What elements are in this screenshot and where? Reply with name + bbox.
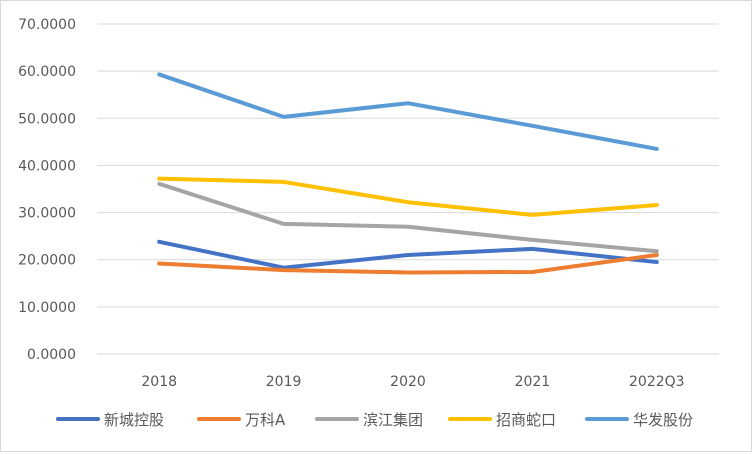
- legend-label-0: 新城控股: [104, 411, 164, 429]
- legend-label-1: 万科A: [245, 411, 286, 429]
- x-tick-label: 2019: [266, 374, 302, 390]
- legend-label-3: 招商蛇口: [496, 411, 556, 429]
- series-line-3: [157, 176, 659, 217]
- gridlines: [97, 23, 719, 355]
- series-line-1: [157, 253, 659, 275]
- y-tick-label: 50.0000: [18, 111, 76, 127]
- series-lines: [157, 72, 659, 275]
- x-tick-label: 2018: [141, 374, 177, 390]
- legend: 新城控股 万科A 滨江集团 招商蛇口 华发股份: [56, 411, 693, 429]
- y-tick-label: 70.0000: [18, 17, 76, 33]
- series-line-0: [157, 239, 659, 270]
- x-axis-ticks: 2018 2019 2020 2021 2022Q3: [141, 374, 684, 390]
- legend-label-2: 滨江集团: [363, 411, 423, 429]
- y-tick-label: 0.0000: [27, 347, 76, 363]
- y-tick-label: 20.0000: [18, 253, 76, 269]
- y-axis-ticks: 0.0000 10.0000 20.0000 30.0000 40.0000 50.000…: [18, 17, 76, 363]
- y-tick-label: 40.0000: [18, 158, 76, 174]
- x-tick-label: 2021: [515, 374, 551, 390]
- series-line-4: [157, 72, 659, 151]
- x-tick-label: 2020: [390, 374, 426, 390]
- y-tick-label: 30.0000: [18, 206, 76, 222]
- x-tick-label: 2022Q3: [629, 374, 685, 390]
- legend-label-4: 华发股份: [633, 411, 693, 429]
- y-tick-label: 10.0000: [18, 300, 76, 316]
- y-tick-label: 60.0000: [18, 64, 76, 80]
- series-line-2: [157, 181, 659, 254]
